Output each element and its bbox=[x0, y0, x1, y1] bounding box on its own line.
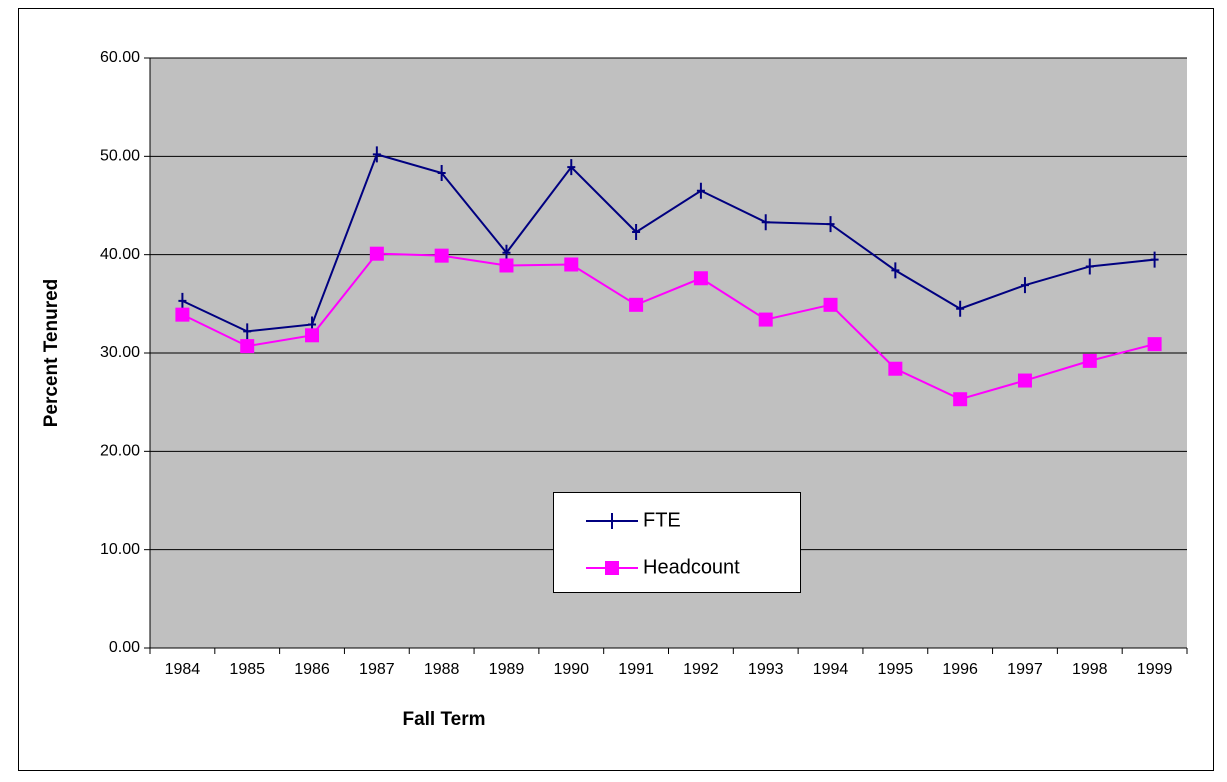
series-line bbox=[181, 153, 1155, 333]
y-tick-label: 40.00 bbox=[100, 246, 140, 263]
data-point bbox=[564, 257, 579, 272]
data-point bbox=[502, 244, 511, 261]
data-point bbox=[629, 297, 644, 312]
x-tick-label: 1999 bbox=[1137, 661, 1173, 678]
y-tick-label: 30.00 bbox=[100, 344, 140, 361]
x-tick-label: 1986 bbox=[294, 661, 330, 678]
x-tick-label: 1985 bbox=[229, 661, 265, 678]
y-tick-label: 10.00 bbox=[100, 541, 140, 558]
y-tick-label: 60.00 bbox=[100, 49, 140, 66]
x-tick-label: 1993 bbox=[748, 661, 784, 678]
y-tick-label: 20.00 bbox=[100, 443, 140, 460]
legend-marker bbox=[608, 513, 616, 529]
data-point bbox=[1082, 353, 1097, 368]
data-point bbox=[956, 300, 965, 317]
data-point bbox=[372, 146, 381, 163]
data-point bbox=[1020, 277, 1029, 294]
data-point bbox=[953, 392, 968, 407]
data-point bbox=[434, 248, 449, 263]
data-point bbox=[567, 159, 576, 176]
data-point bbox=[696, 182, 705, 199]
legend-label: FTE bbox=[643, 509, 681, 531]
y-axis-title: Percent Tenured bbox=[41, 279, 62, 428]
data-point bbox=[888, 361, 903, 376]
data-point bbox=[823, 297, 838, 312]
x-tick-label: 1989 bbox=[489, 661, 525, 678]
x-tick-label: 1988 bbox=[424, 661, 460, 678]
data-point bbox=[891, 262, 900, 279]
data-point bbox=[305, 328, 320, 343]
data-point bbox=[1147, 337, 1162, 352]
data-point bbox=[1150, 251, 1159, 268]
legend-box bbox=[553, 492, 801, 593]
data-point bbox=[243, 323, 252, 340]
legend-label: Headcount bbox=[643, 556, 740, 578]
x-tick-label: 1984 bbox=[165, 661, 201, 678]
legend-marker bbox=[605, 561, 619, 575]
x-tick-label: 1996 bbox=[942, 661, 978, 678]
data-point bbox=[632, 224, 641, 241]
x-tick-label: 1987 bbox=[359, 661, 395, 678]
data-point bbox=[758, 312, 773, 327]
data-point bbox=[826, 216, 835, 233]
data-point bbox=[1085, 258, 1094, 275]
data-point bbox=[1017, 373, 1032, 388]
x-tick-label: 1997 bbox=[1007, 661, 1043, 678]
y-tick-label: 0.00 bbox=[109, 639, 140, 656]
series-line bbox=[181, 252, 1155, 401]
data-point bbox=[175, 307, 190, 322]
x-tick-label: 1991 bbox=[618, 661, 654, 678]
x-tick-label: 1995 bbox=[878, 661, 914, 678]
data-point bbox=[240, 339, 255, 354]
data-point bbox=[693, 271, 708, 286]
data-point bbox=[499, 258, 514, 273]
x-tick-label: 1994 bbox=[813, 661, 849, 678]
data-point bbox=[178, 292, 187, 309]
data-point bbox=[761, 214, 770, 231]
data-point bbox=[437, 165, 446, 182]
x-tick-label: 1990 bbox=[553, 661, 589, 678]
y-tick-label: 50.00 bbox=[100, 148, 140, 165]
data-point bbox=[369, 246, 384, 261]
x-axis-title: Fall Term bbox=[402, 709, 485, 730]
x-tick-label: 1998 bbox=[1072, 661, 1108, 678]
x-tick-label: 1992 bbox=[683, 661, 719, 678]
